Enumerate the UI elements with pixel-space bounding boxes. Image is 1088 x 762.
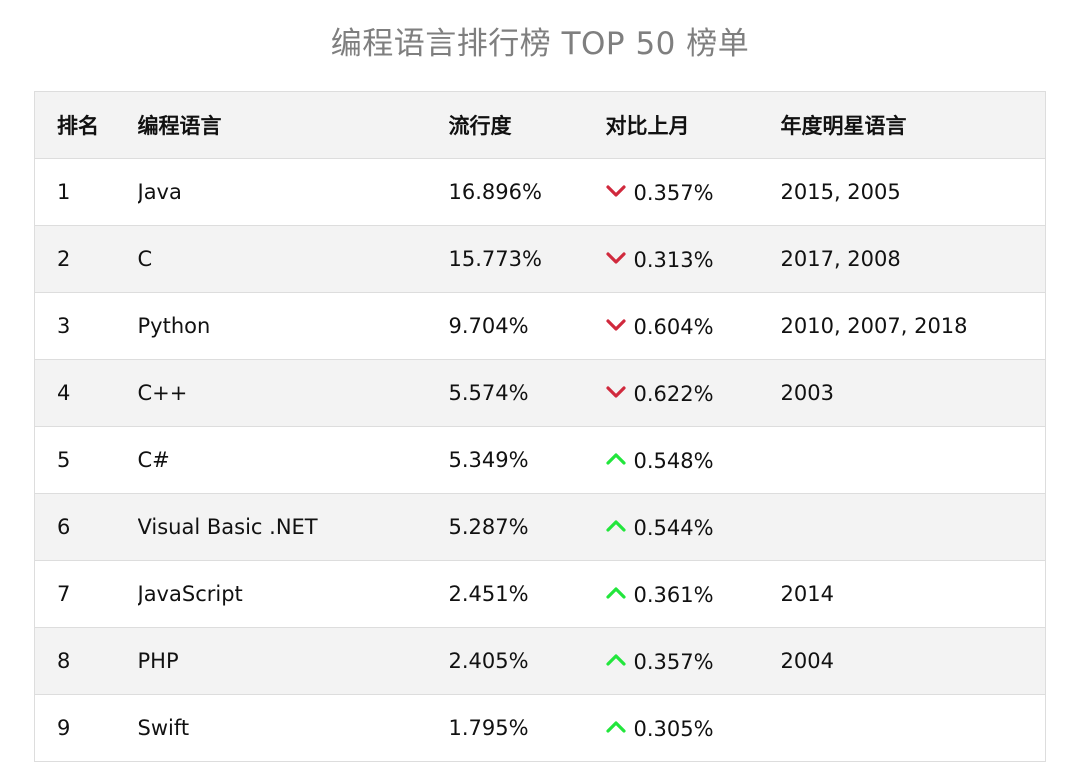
language-cell: Java bbox=[137, 158, 449, 226]
popularity-cell: 5.349% bbox=[448, 426, 606, 494]
language-cell: JavaScript bbox=[137, 560, 449, 628]
popularity-cell: 1.795% bbox=[448, 694, 606, 762]
star-years-cell: 2010, 2007, 2018 bbox=[780, 292, 1046, 360]
chevron-down-icon bbox=[605, 184, 626, 198]
chevron-up-icon bbox=[605, 519, 626, 533]
change-value: 0.604% bbox=[633, 314, 714, 339]
change-value: 0.544% bbox=[633, 515, 714, 540]
header-change: 对比上月 bbox=[605, 91, 781, 159]
table-row: 3 Python 9.704% 0.604% 2010, 2007, 2018 bbox=[34, 292, 1046, 360]
popularity-cell: 2.451% bbox=[448, 560, 606, 628]
star-years-cell bbox=[780, 493, 1046, 561]
language-cell: Python bbox=[137, 292, 449, 360]
rank-cell: 2 bbox=[34, 225, 138, 293]
star-years-cell bbox=[780, 426, 1046, 494]
star-years-cell bbox=[780, 694, 1046, 762]
change-value: 0.357% bbox=[633, 180, 714, 205]
change-value: 0.548% bbox=[633, 448, 714, 473]
change-cell: 0.305% bbox=[605, 694, 781, 762]
header-rank: 排名 bbox=[34, 91, 138, 159]
change-cell: 0.313% bbox=[605, 225, 781, 293]
star-years-cell: 2017, 2008 bbox=[780, 225, 1046, 293]
chevron-down-icon bbox=[605, 251, 626, 265]
language-cell: C bbox=[137, 225, 449, 293]
ranking-table: 排名 编程语言 流行度 对比上月 年度明星语言 1 Java 16.896% 0.35… bbox=[34, 91, 1046, 762]
change-cell: 0.622% bbox=[605, 359, 781, 427]
change-cell: 0.357% bbox=[605, 158, 781, 226]
change-cell: 0.357% bbox=[605, 627, 781, 695]
popularity-cell: 15.773% bbox=[448, 225, 606, 293]
rank-cell: 7 bbox=[34, 560, 138, 628]
chevron-up-icon bbox=[605, 586, 626, 600]
chevron-up-icon bbox=[605, 720, 626, 734]
rank-cell: 5 bbox=[34, 426, 138, 494]
table-row: 2 C 15.773% 0.313% 2017, 2008 bbox=[34, 225, 1046, 293]
change-value: 0.622% bbox=[633, 381, 714, 406]
chevron-up-icon bbox=[605, 452, 626, 466]
table-row: 1 Java 16.896% 0.357% 2015, 2005 bbox=[34, 158, 1046, 226]
popularity-cell: 5.287% bbox=[448, 493, 606, 561]
change-value: 0.357% bbox=[633, 649, 714, 674]
popularity-cell: 9.704% bbox=[448, 292, 606, 360]
chevron-up-icon bbox=[605, 653, 626, 667]
change-cell: 0.361% bbox=[605, 560, 781, 628]
star-years-cell: 2003 bbox=[780, 359, 1046, 427]
table-row: 8 PHP 2.405% 0.357% 2004 bbox=[34, 627, 1046, 695]
rank-cell: 6 bbox=[34, 493, 138, 561]
change-value: 0.305% bbox=[633, 716, 714, 741]
change-cell: 0.548% bbox=[605, 426, 781, 494]
table-row: 6 Visual Basic .NET 5.287% 0.544% bbox=[34, 493, 1046, 561]
language-cell: C# bbox=[137, 426, 449, 494]
popularity-cell: 16.896% bbox=[448, 158, 606, 226]
table-row: 9 Swift 1.795% 0.305% bbox=[34, 694, 1046, 762]
header-popularity: 流行度 bbox=[448, 91, 606, 159]
language-cell: Swift bbox=[137, 694, 449, 762]
change-cell: 0.544% bbox=[605, 493, 781, 561]
chevron-down-icon bbox=[605, 318, 626, 332]
page-title: 编程语言排行榜 TOP 50 榜单 bbox=[330, 26, 750, 62]
header-star-years: 年度明星语言 bbox=[780, 91, 1046, 159]
popularity-cell: 2.405% bbox=[448, 627, 606, 695]
table-body: 1 Java 16.896% 0.357% 2015, 2005 2 C 15.773% 0.3… bbox=[34, 158, 1046, 762]
star-years-cell: 2004 bbox=[780, 627, 1046, 695]
header-language: 编程语言 bbox=[137, 91, 449, 159]
table-row: 5 C# 5.349% 0.548% bbox=[34, 426, 1046, 494]
change-value: 0.313% bbox=[633, 247, 714, 272]
change-value: 0.361% bbox=[633, 582, 714, 607]
chevron-down-icon bbox=[605, 385, 626, 399]
star-years-cell: 2014 bbox=[780, 560, 1046, 628]
rank-cell: 1 bbox=[34, 158, 138, 226]
rank-cell: 8 bbox=[34, 627, 138, 695]
language-cell: PHP bbox=[137, 627, 449, 695]
table-row: 4 C++ 5.574% 0.622% 2003 bbox=[34, 359, 1046, 427]
language-cell: Visual Basic .NET bbox=[137, 493, 449, 561]
rank-cell: 3 bbox=[34, 292, 138, 360]
table-header-row: 排名 编程语言 流行度 对比上月 年度明星语言 bbox=[34, 91, 1046, 159]
popularity-cell: 5.574% bbox=[448, 359, 606, 427]
star-years-cell: 2015, 2005 bbox=[780, 158, 1046, 226]
rank-cell: 4 bbox=[34, 359, 138, 427]
change-cell: 0.604% bbox=[605, 292, 781, 360]
language-cell: C++ bbox=[137, 359, 449, 427]
rank-cell: 9 bbox=[34, 694, 138, 762]
table-row: 7 JavaScript 2.451% 0.361% 2014 bbox=[34, 560, 1046, 628]
